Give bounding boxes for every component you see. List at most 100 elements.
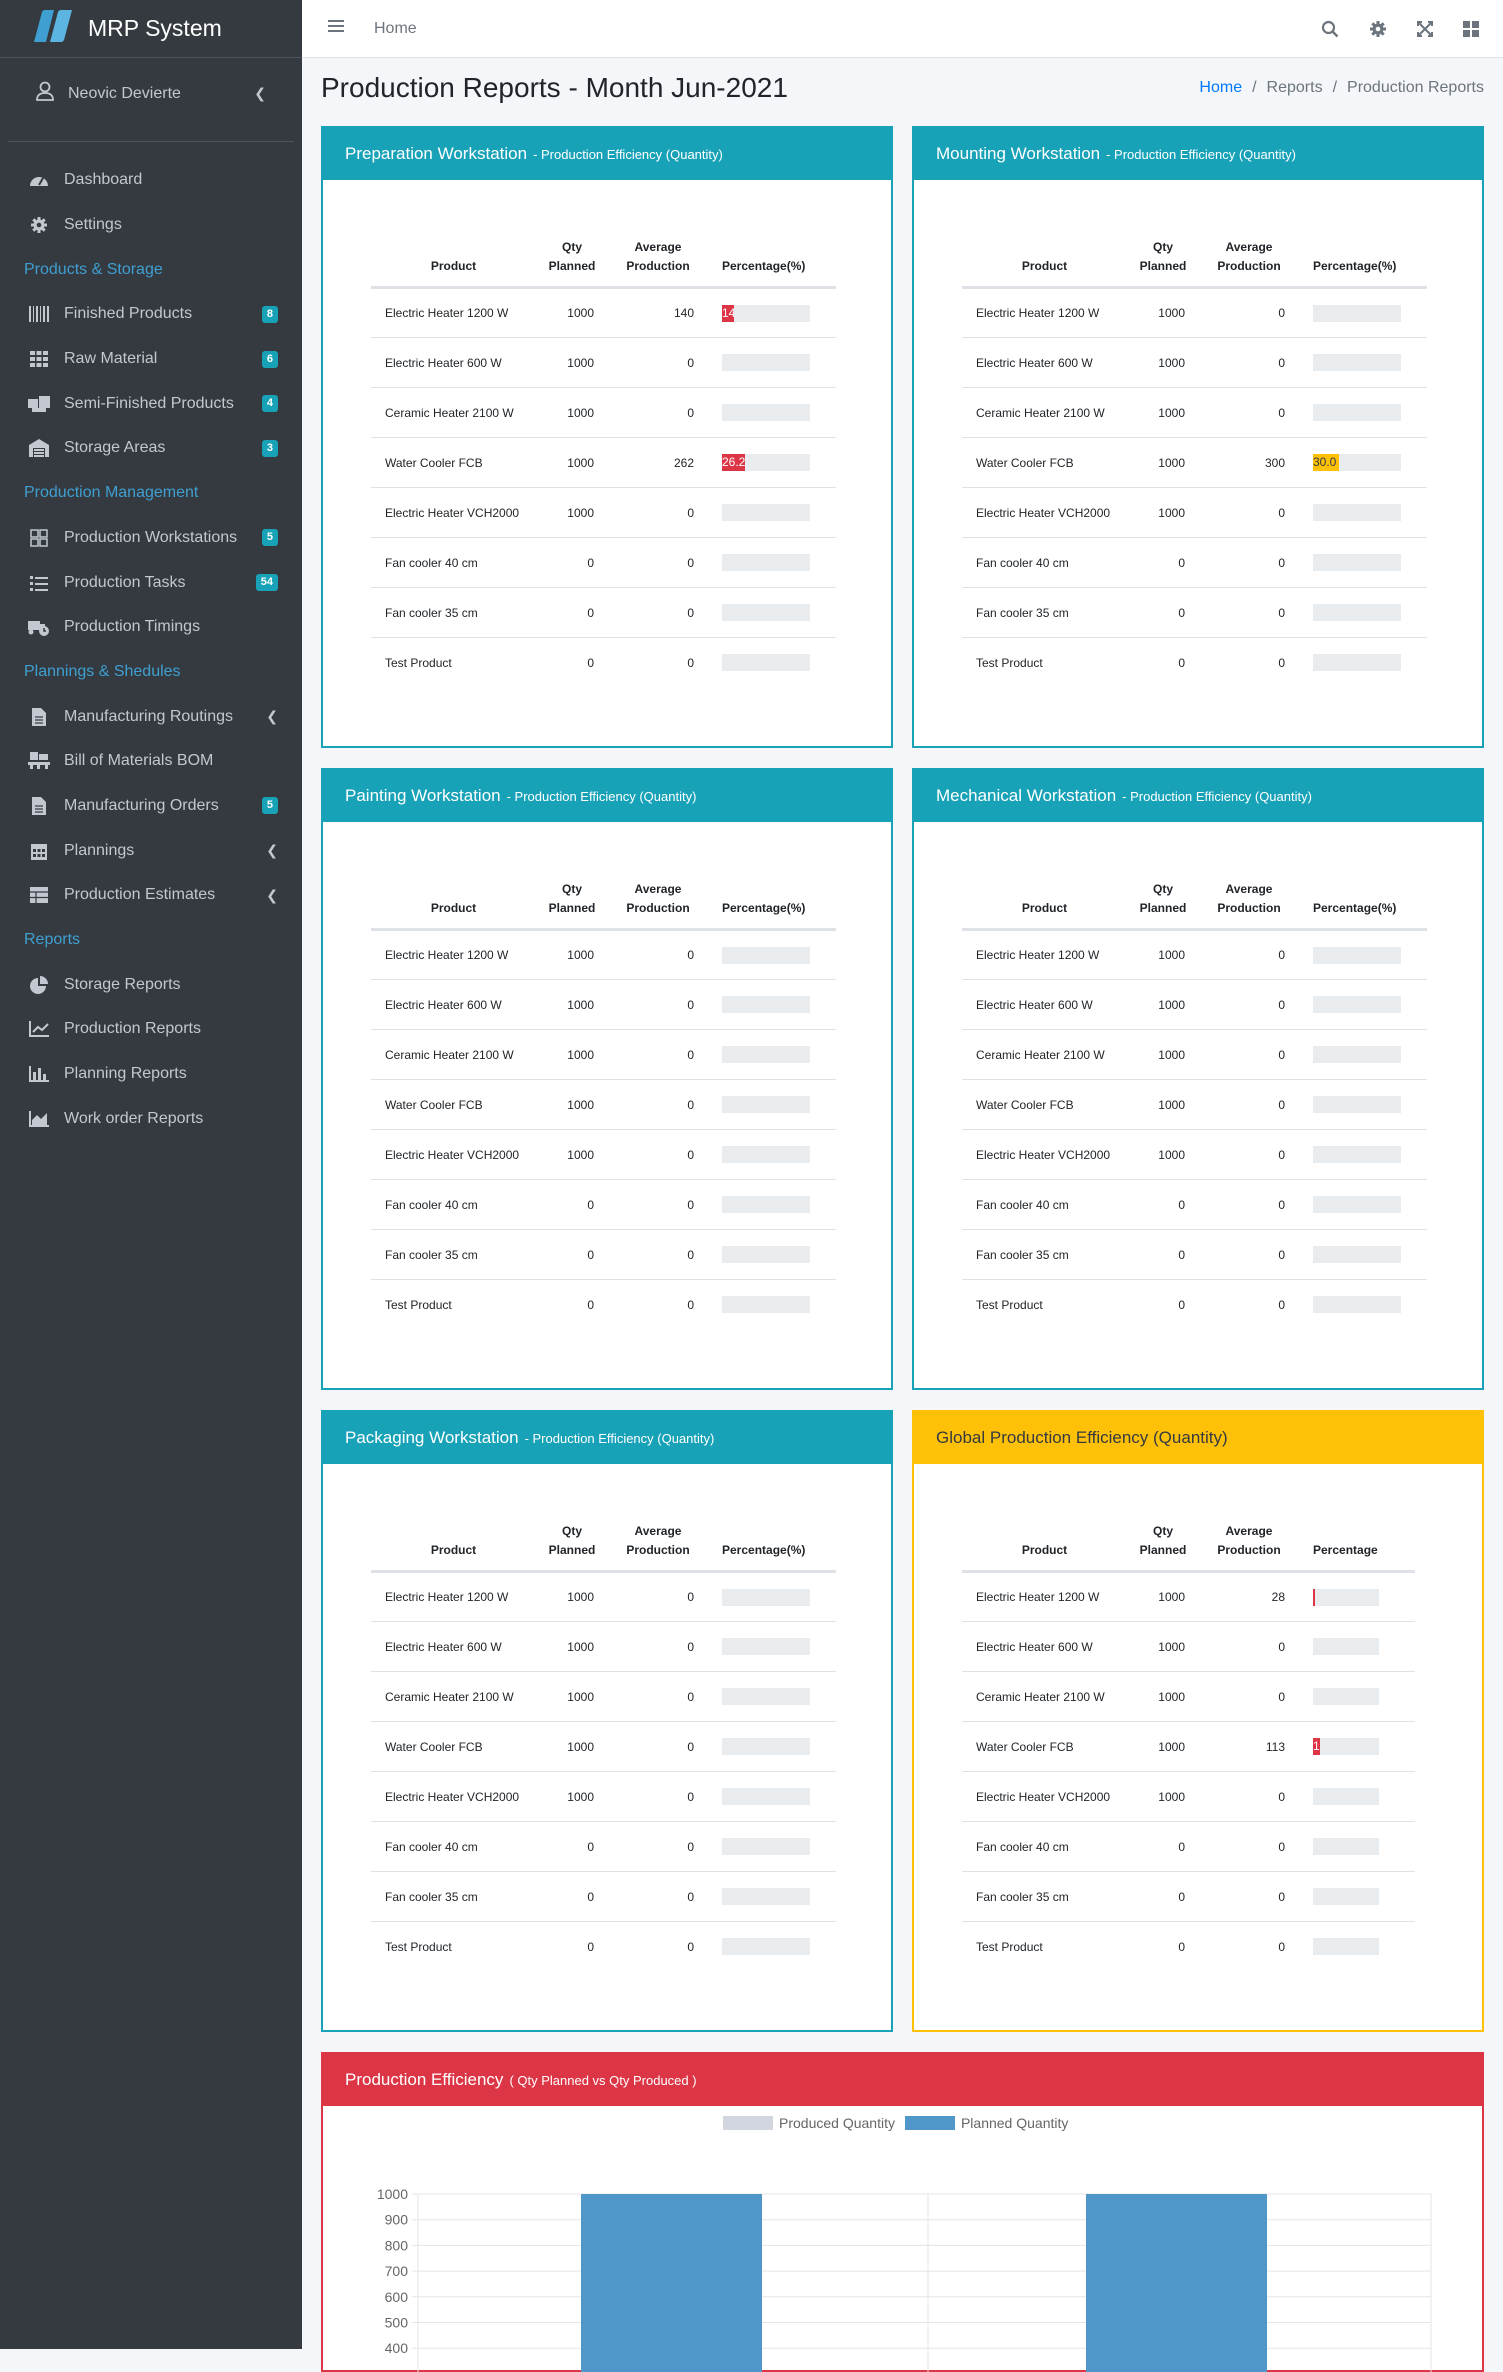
sidebar-item-work-order-reports[interactable]: Work order Reports — [0, 1096, 302, 1141]
avg-production: 0 — [608, 1179, 708, 1230]
percentage-cell — [1299, 387, 1427, 438]
percentage-cell — [1299, 337, 1427, 388]
product-name: Water Cooler FCB — [962, 1079, 1127, 1130]
card-header: Global Production Efficiency (Quantity) — [914, 1412, 1482, 1464]
avg-production: 0 — [608, 1721, 708, 1772]
percentage-cell — [708, 1871, 836, 1922]
gear-icon[interactable] — [1369, 20, 1387, 38]
percentage-cell: 14.0 — [708, 287, 836, 338]
sidebar-item-semi-finished-products[interactable]: Semi-Finished Products 4 — [0, 381, 302, 426]
product-name: Fan cooler 40 cm — [962, 537, 1127, 588]
percentage-cell — [1299, 1771, 1415, 1822]
progress-fill: 14.0 — [722, 304, 735, 322]
main-content: Production Reports - Month Jun-2021 Home… — [302, 58, 1503, 118]
sidebar-item-label: Planning Reports — [64, 1065, 187, 1083]
sidebar-item-dashboard[interactable]: Dashboard — [0, 158, 302, 203]
sidebar-item-production-reports[interactable]: Production Reports — [0, 1007, 302, 1052]
sidebar-item-production-tasks[interactable]: Production Tasks 54 — [0, 560, 302, 605]
card-title: Preparation Workstation — [345, 144, 528, 163]
qty-planned: 1000 — [1127, 487, 1199, 538]
qty-planned: 0 — [536, 1279, 608, 1330]
progress-bar — [722, 1146, 810, 1163]
table-row: Fan cooler 35 cm 0 0 — [371, 1871, 836, 1922]
progress-bar — [722, 1938, 810, 1956]
sidebar-item-production-estimates[interactable]: Production Estimates ❮ — [0, 873, 302, 918]
product-name: Electric Heater 600 W — [371, 337, 536, 388]
progress-bar: 26.2 — [722, 454, 810, 471]
progress-bar — [722, 1196, 810, 1213]
global-production-efficiency-quantity-card: Global Production Efficiency (Quantity) P… — [912, 1410, 1484, 2032]
product-name: Fan cooler 40 cm — [371, 1179, 536, 1230]
brand[interactable]: MRP System — [0, 0, 302, 58]
chevron-left-icon: ❮ — [266, 708, 278, 725]
progress-bar — [1313, 404, 1401, 421]
file-icon — [28, 707, 50, 727]
qty-planned: 0 — [1127, 1921, 1199, 1972]
avg-production: 0 — [1199, 979, 1299, 1030]
sidebar-item-label: Production Timings — [64, 618, 201, 636]
qty-planned: 0 — [536, 637, 608, 688]
pie-chart-icon — [28, 975, 50, 995]
table-row: Fan cooler 40 cm 0 0 — [371, 1821, 836, 1872]
sidebar-item-storage-reports[interactable]: Storage Reports — [0, 962, 302, 1007]
qty-planned: 0 — [536, 1821, 608, 1872]
qty-planned: 0 — [1127, 1179, 1199, 1230]
sidebar-item-raw-material[interactable]: Raw Material 6 — [0, 337, 302, 382]
topbar-home-link[interactable]: Home — [374, 19, 417, 37]
app-title: MRP System — [88, 15, 222, 41]
percentage-cell — [1299, 587, 1427, 638]
card-header: Preparation Workstation - Production Effi… — [323, 128, 891, 180]
sidebar-nav: Dashboard Settings Products & Storage Finis… — [0, 142, 302, 1141]
col-header-product: Product — [371, 1522, 536, 1573]
progress-bar — [722, 354, 810, 371]
table-row: Electric Heater VCH2000 1000 0 — [962, 1129, 1427, 1180]
sidebar-item-production-workstations[interactable]: Production Workstations 5 — [0, 516, 302, 561]
fullscreen-icon[interactable] — [1417, 20, 1433, 37]
sidebar-item-manufacturing-orders[interactable]: Manufacturing Orders 5 — [0, 784, 302, 829]
percentage-cell — [1299, 1821, 1415, 1872]
card-title: Global Production Efficiency (Quantity) — [936, 1428, 1228, 1447]
qty-planned: 1000 — [1127, 929, 1199, 980]
table-row: Water Cooler FCB 1000 300 30.0 — [962, 437, 1427, 488]
table-row: Water Cooler FCB 1000 0 — [962, 1079, 1427, 1130]
percentage-cell — [708, 979, 836, 1030]
apps-grid-icon[interactable] — [1463, 20, 1479, 37]
sidebar-item-manufacturing-routings[interactable]: Manufacturing Routings ❮ — [0, 694, 302, 739]
sidebar-item-finished-products[interactable]: Finished Products 8 — [0, 292, 302, 337]
sidebar-item-label: Production Tasks — [64, 573, 186, 591]
progress-bar — [1313, 1888, 1379, 1905]
bar-chart-icon — [28, 1064, 50, 1084]
qty-planned: 0 — [1127, 637, 1199, 688]
qty-planned: 0 — [1127, 587, 1199, 638]
y-tick-label: 400 — [385, 2340, 409, 2356]
progress-fill: 1 — [1313, 1738, 1321, 1755]
nav-header: Reports — [24, 931, 81, 949]
product-name: Fan cooler 35 cm — [962, 1229, 1127, 1280]
sidebar-item-plannings[interactable]: Plannings ❮ — [0, 828, 302, 873]
barcode-icon — [28, 304, 50, 324]
avg-production: 140 — [608, 287, 708, 338]
breadcrumb-reports[interactable]: Reports — [1266, 79, 1323, 96]
sidebar-item-bill-of-materials-bom[interactable]: Bill of Materials BOM — [0, 739, 302, 784]
percentage-cell — [708, 1229, 836, 1280]
painting-workstation-card: Painting Workstation - Production Efficie… — [321, 768, 893, 1390]
table-row: Electric Heater VCH2000 1000 0 — [962, 1771, 1415, 1822]
sidebar-item-storage-areas[interactable]: Storage Areas 3 — [0, 426, 302, 471]
avg-production: 0 — [608, 929, 708, 980]
sidebar-item-planning-reports[interactable]: Planning Reports — [0, 1052, 302, 1097]
table-row: Water Cooler FCB 1000 0 — [371, 1079, 836, 1130]
percentage-cell — [708, 487, 836, 538]
breadcrumb-home[interactable]: Home — [1199, 79, 1243, 96]
progress-bar — [722, 504, 810, 521]
progress-bar — [722, 554, 810, 571]
hamburger-menu-icon[interactable] — [328, 19, 344, 38]
boxes-icon — [28, 394, 50, 414]
avg-production: 0 — [1199, 1179, 1299, 1230]
table-row: Fan cooler 35 cm 0 0 — [371, 587, 836, 638]
sidebar-item-production-timings[interactable]: Production Timings — [0, 605, 302, 650]
sidebar-item-settings[interactable]: Settings — [0, 203, 302, 248]
user-panel[interactable]: Neovic Devierte ❮ — [8, 58, 294, 142]
product-name: Ceramic Heater 2100 W — [962, 1671, 1127, 1722]
calendar-icon — [28, 841, 50, 861]
search-icon[interactable] — [1321, 20, 1339, 38]
